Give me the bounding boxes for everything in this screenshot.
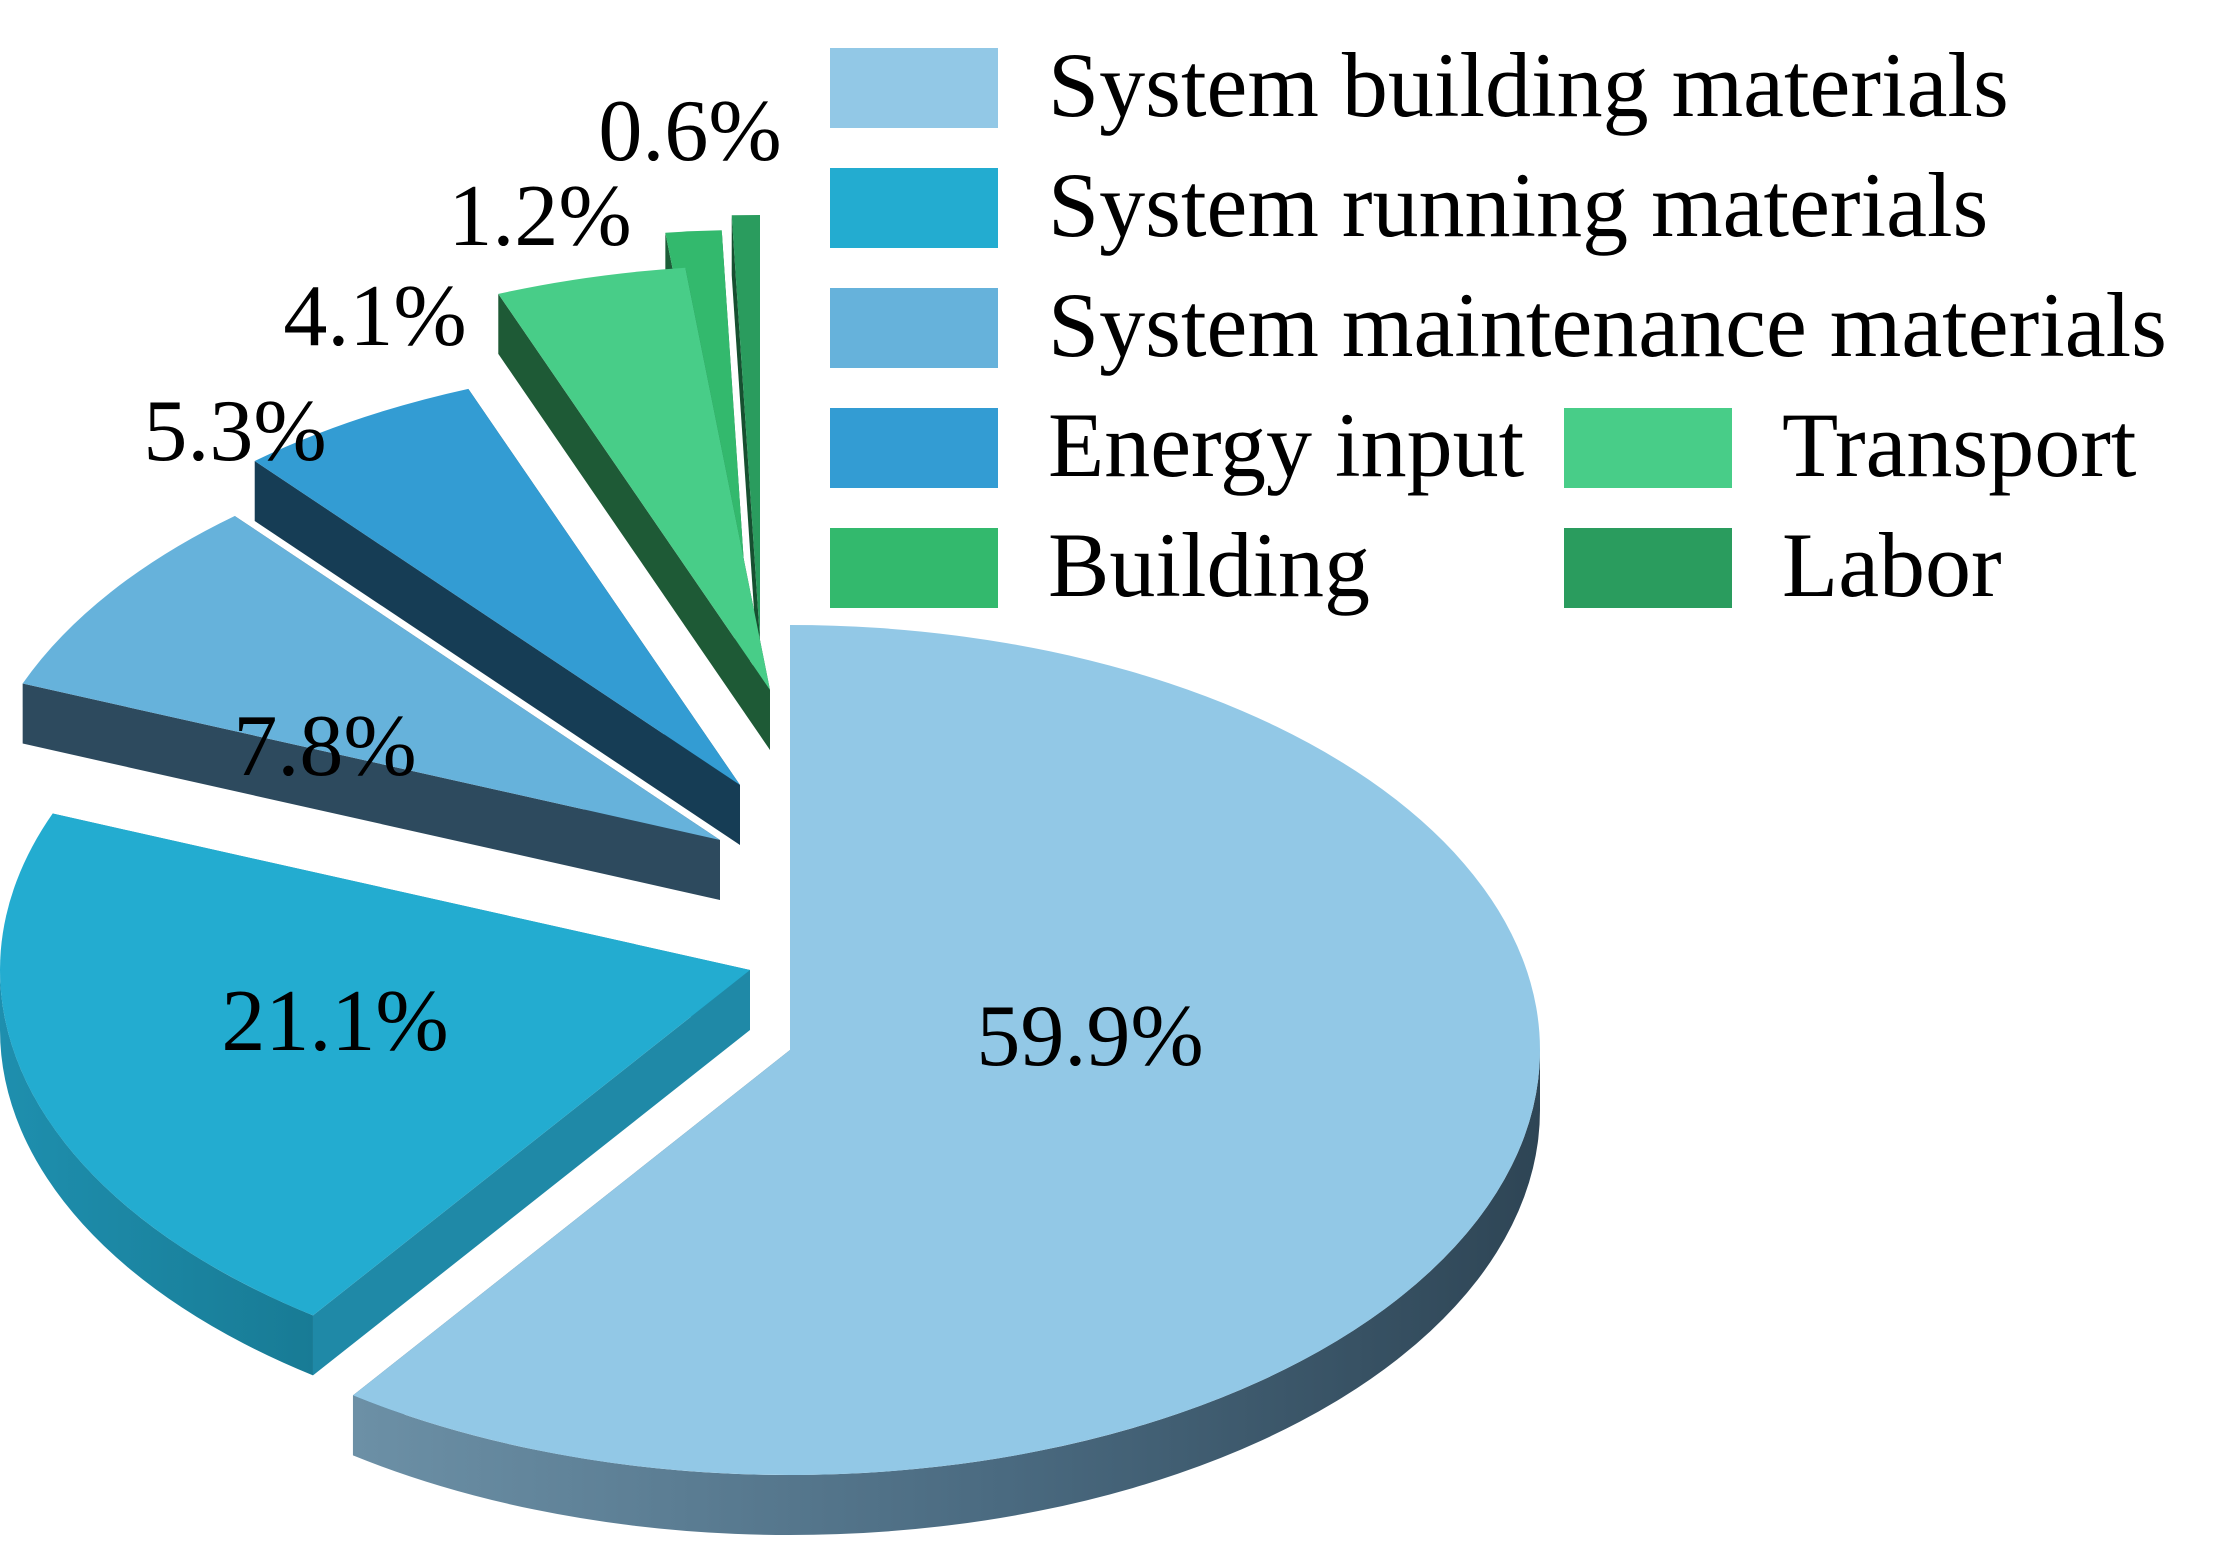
legend-item-6: Building xyxy=(830,514,1370,616)
slice-label-3: 7.8% xyxy=(233,698,416,795)
slice-1 xyxy=(352,625,1541,1535)
legend-swatch xyxy=(830,288,998,368)
legend-swatch xyxy=(830,48,998,128)
legend-label: System maintenance materials xyxy=(1048,274,2167,376)
pie-slices xyxy=(0,215,1541,1535)
legend-swatch xyxy=(1564,408,1732,488)
slice-side-end xyxy=(22,683,720,900)
legend-swatch xyxy=(830,528,998,608)
slice-3 xyxy=(22,515,721,900)
legend: System building materials System running … xyxy=(830,34,2167,616)
legend-item-5: Transport xyxy=(1564,394,2137,496)
slice-label-1: 59.9% xyxy=(976,988,1203,1085)
legend-swatch xyxy=(830,168,998,248)
legend-item-3: System maintenance materials xyxy=(830,274,2167,376)
legend-item-2: System running materials xyxy=(830,154,1988,256)
legend-label: System running materials xyxy=(1048,154,1988,256)
slice-top xyxy=(352,625,1541,1475)
slice-label-5: 4.1% xyxy=(283,268,466,365)
slice-label-2: 21.1% xyxy=(221,973,448,1070)
slice-label-6: 1.2% xyxy=(448,168,631,265)
slice-2 xyxy=(0,813,751,1376)
slice-side-end xyxy=(731,215,760,700)
legend-item-7: Labor xyxy=(1564,514,2002,616)
slice-top xyxy=(498,267,770,690)
slice-top xyxy=(731,215,760,640)
legend-label: System building materials xyxy=(1048,34,2009,136)
slice-label-7: 0.6% xyxy=(598,83,781,180)
slice-7 xyxy=(731,215,760,700)
legend-swatch xyxy=(1564,528,1732,608)
legend-label: Building xyxy=(1048,514,1370,616)
slice-side-end xyxy=(498,293,770,750)
legend-label: Energy input xyxy=(1048,394,1525,496)
slice-rim xyxy=(0,970,313,1376)
legend-item-4: Energy input xyxy=(830,394,1525,496)
slice-rim xyxy=(352,1050,1540,1535)
percent-labels: 59.9% 21.1% 7.8% 5.3% 4.1%1.2%0.6% xyxy=(143,83,1203,1085)
slice-side-end xyxy=(312,970,750,1376)
slice-top xyxy=(254,388,741,785)
legend-item-1: System building materials xyxy=(830,34,2009,136)
legend-label: Labor xyxy=(1782,514,2002,616)
slice-top xyxy=(0,813,751,1316)
slice-4 xyxy=(254,388,741,845)
legend-swatch xyxy=(830,408,998,488)
legend-label: Transport xyxy=(1782,394,2137,496)
slice-side-end xyxy=(254,460,741,845)
slice-5 xyxy=(498,267,770,750)
slice-top xyxy=(22,515,720,840)
slice-label-4: 5.3% xyxy=(143,383,326,480)
